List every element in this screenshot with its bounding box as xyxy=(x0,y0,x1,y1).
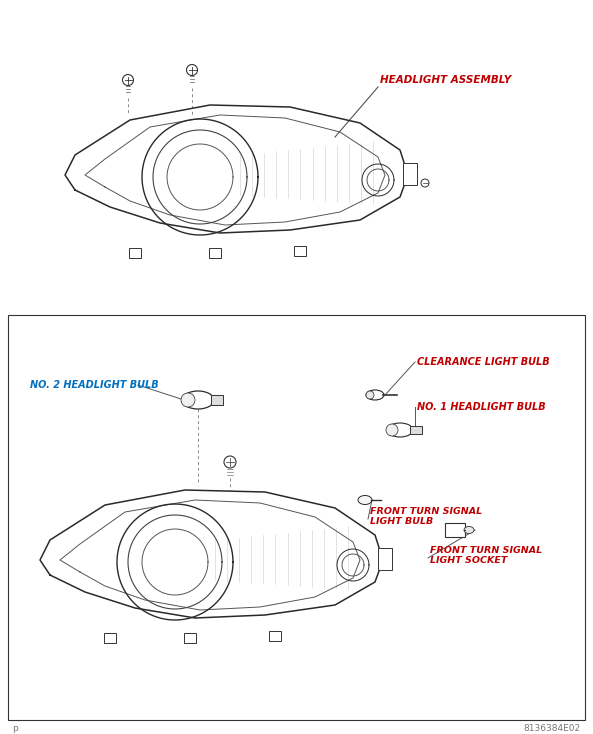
Bar xyxy=(410,426,422,434)
Ellipse shape xyxy=(182,391,214,409)
Text: NO. 2 HEADLIGHT BULB: NO. 2 HEADLIGHT BULB xyxy=(30,380,158,390)
Ellipse shape xyxy=(386,424,398,436)
Ellipse shape xyxy=(358,495,372,504)
Circle shape xyxy=(187,65,197,76)
Text: p: p xyxy=(12,724,18,733)
Ellipse shape xyxy=(366,390,384,400)
Bar xyxy=(378,548,392,570)
Bar xyxy=(104,633,116,643)
Bar xyxy=(211,395,223,405)
Text: FRONT TURN SIGNAL: FRONT TURN SIGNAL xyxy=(430,546,542,555)
Circle shape xyxy=(421,179,429,187)
Ellipse shape xyxy=(181,393,195,407)
Bar xyxy=(184,633,196,643)
Bar xyxy=(129,248,141,258)
Text: LIGHT SOCKET: LIGHT SOCKET xyxy=(430,556,508,565)
Bar xyxy=(209,248,221,258)
Bar xyxy=(8,315,585,720)
Text: CLEARANCE LIGHT BULB: CLEARANCE LIGHT BULB xyxy=(417,357,550,367)
Circle shape xyxy=(366,391,374,399)
Text: 8136384E02: 8136384E02 xyxy=(524,724,581,733)
Circle shape xyxy=(224,456,236,468)
Bar xyxy=(445,523,465,537)
Text: FRONT TURN SIGNAL: FRONT TURN SIGNAL xyxy=(370,507,482,516)
Text: HEADLIGHT ASSEMBLY: HEADLIGHT ASSEMBLY xyxy=(380,75,511,85)
Text: LIGHT BULB: LIGHT BULB xyxy=(370,517,433,526)
Ellipse shape xyxy=(464,526,474,534)
Bar xyxy=(269,631,281,641)
Bar xyxy=(403,163,417,185)
Text: NO. 1 HEADLIGHT BULB: NO. 1 HEADLIGHT BULB xyxy=(417,402,546,412)
Ellipse shape xyxy=(387,423,413,437)
Bar xyxy=(294,246,306,256)
Circle shape xyxy=(123,74,133,85)
